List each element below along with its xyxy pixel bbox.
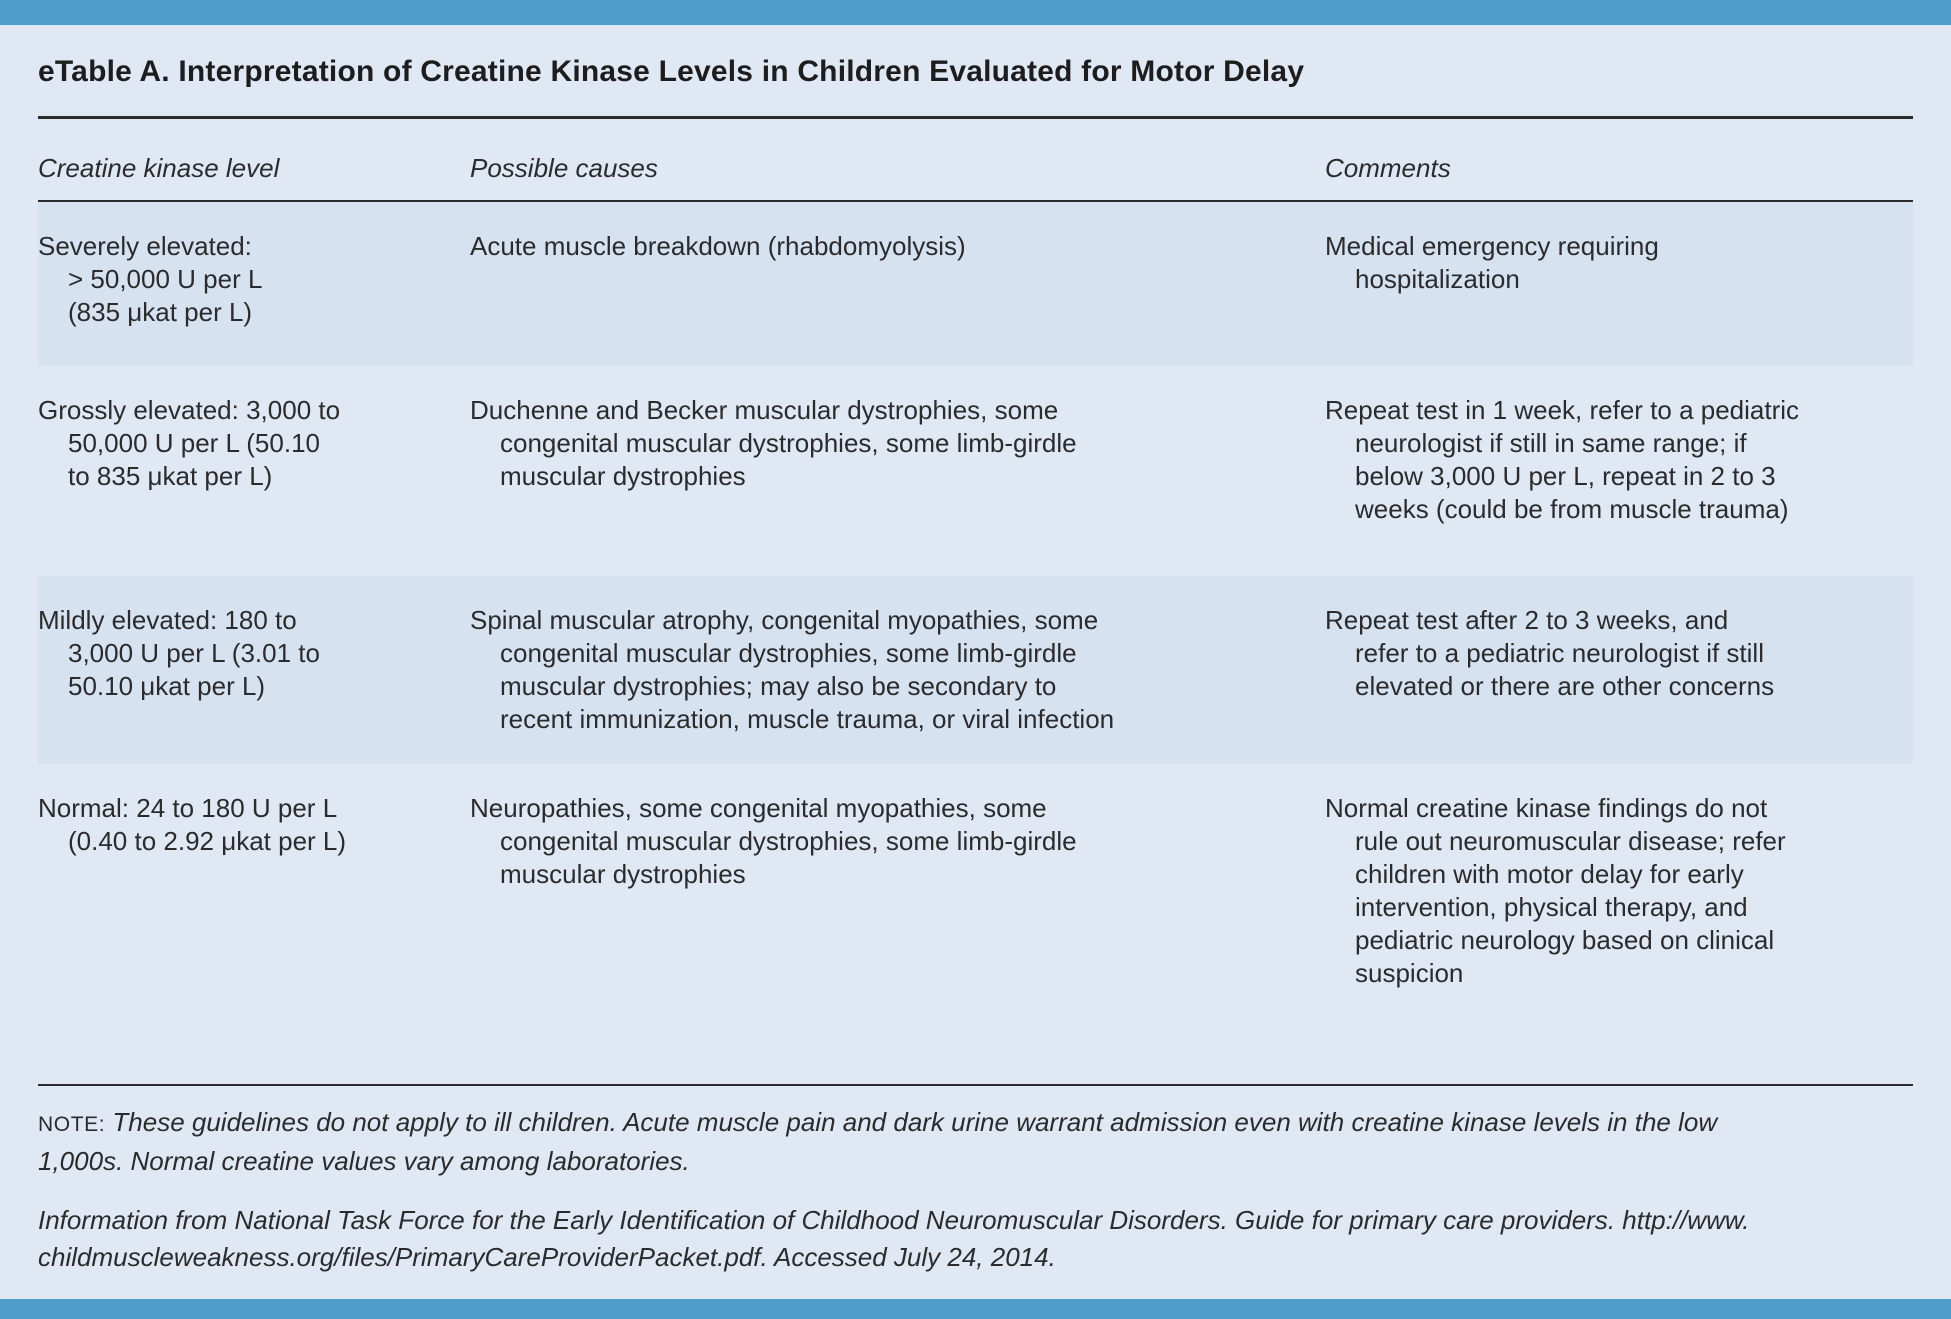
- title-divider: [38, 116, 1913, 119]
- cell-level: Grossly elevated: 3,000 to 50,000 U per …: [38, 395, 341, 491]
- cell-comments: Repeat test after 2 to 3 weeks, and refe…: [1325, 605, 1775, 701]
- cell-causes: Spinal muscular atrophy, congenital myop…: [470, 605, 1115, 734]
- column-header-possible-causes: Possible causes: [470, 153, 658, 183]
- header-divider: [38, 200, 1913, 202]
- cell-causes: Duchenne and Becker muscular dystrophies…: [470, 395, 1077, 491]
- table-note: NOTE: These guidelines do not apply to i…: [38, 1104, 1913, 1180]
- table-title: eTable A. Interpretation of Creatine Kin…: [38, 55, 1305, 88]
- table-content: eTable A. Interpretation of Creatine Kin…: [0, 55, 1951, 1276]
- cell-level: Normal: 24 to 180 U per L (0.40 to 2.92 …: [38, 793, 347, 856]
- table-row-mildly-elevated: Mildly elevated: 180 to 3,000 U per L (3…: [38, 576, 1913, 764]
- table-row-severely-elevated: Severely elevated: > 50,000 U per L (835…: [38, 202, 1913, 366]
- cell-comments: Repeat test in 1 week, refer to a pediat…: [1325, 395, 1800, 524]
- cell-comments: Normal creatine kinase findings do not r…: [1325, 793, 1786, 988]
- cell-level: Mildly elevated: 180 to 3,000 U per L (3…: [38, 605, 320, 701]
- table-row-normal: Normal: 24 to 180 U per L (0.40 to 2.92 …: [38, 764, 1913, 1062]
- cell-causes: Acute muscle breakdown (rhabdomyolysis): [470, 231, 966, 261]
- column-header-creatine-kinase-level: Creatine kinase level: [38, 153, 280, 183]
- table-row-grossly-elevated: Grossly elevated: 3,000 to 50,000 U per …: [38, 366, 1913, 576]
- cell-comments: Medical emergency requiring hospitalizat…: [1325, 231, 1659, 294]
- cell-causes: Neuropathies, some congenital myopathies…: [470, 793, 1077, 889]
- top-accent-bar: [0, 0, 1951, 25]
- source-attribution: Information from National Task Force for…: [38, 1205, 1750, 1272]
- note-body: These guidelines do not apply to ill chi…: [38, 1107, 1718, 1176]
- bottom-accent-bar: [0, 1299, 1951, 1319]
- column-header-row: Creatine kinase level Possible causes Co…: [38, 119, 1913, 200]
- note-label: NOTE:: [38, 1113, 106, 1136]
- footnote-divider: [38, 1084, 1913, 1086]
- column-header-comments: Comments: [1325, 153, 1451, 183]
- cell-level: Severely elevated: > 50,000 U per L (835…: [38, 231, 263, 327]
